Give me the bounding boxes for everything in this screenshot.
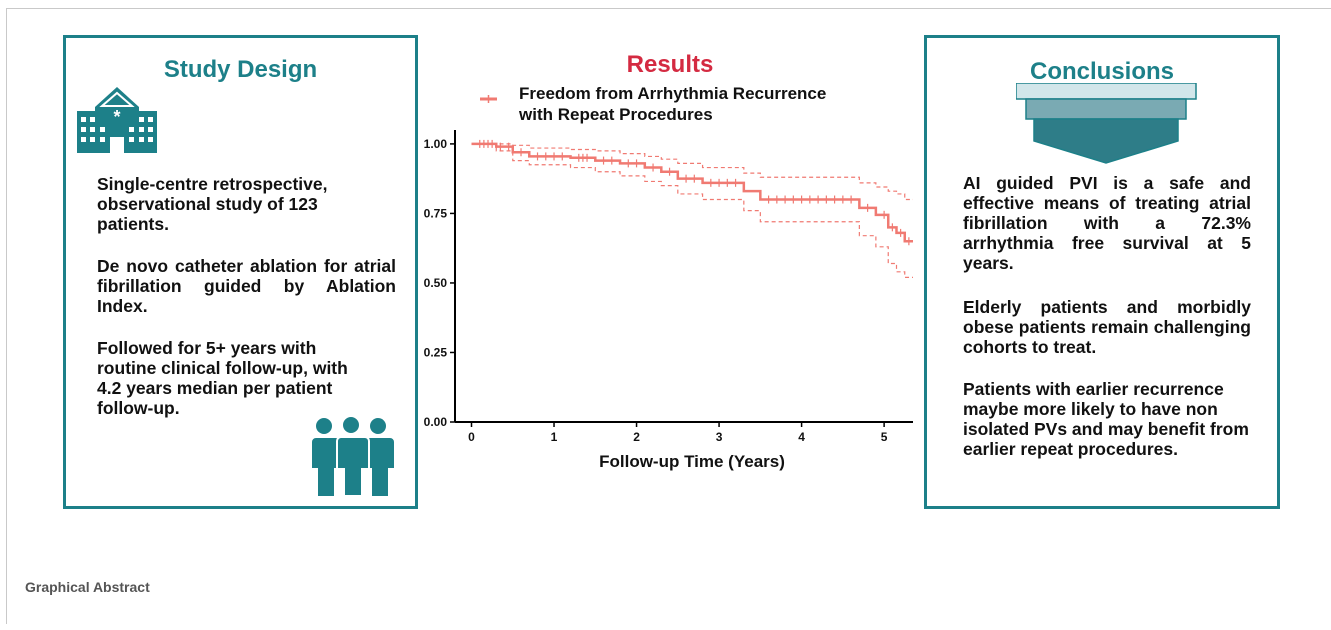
- x-tick-label: 2: [633, 430, 640, 444]
- hospital-icon: *: [77, 87, 157, 153]
- figure-frame: [6, 8, 1331, 624]
- conclusions-title: Conclusions: [1029, 58, 1174, 85]
- x-tick-label: 4: [798, 430, 805, 444]
- confidence-interval-lines: [471, 143, 913, 278]
- people-group-icon: [312, 416, 394, 496]
- study-design-title: Study Design: [163, 56, 318, 83]
- footer-label: Graphical Abstract: [25, 579, 150, 595]
- survival-curve: [471, 142, 913, 243]
- km-chart: 0.00 0.25 0.50 0.75 1.00 0 1 2 3 4 5 Follow-up Tim…: [424, 95, 913, 471]
- x-tick-label: 3: [716, 430, 723, 444]
- censor-marks: [479, 139, 910, 246]
- legend-key: [480, 95, 497, 103]
- conclusion-paragraph-2: Elderly patients and morbidly obese pati…: [963, 297, 1251, 357]
- y-tick-label: 0.50: [424, 276, 448, 290]
- x-tick-label: 5: [881, 430, 888, 444]
- survival-line: [471, 142, 913, 243]
- conclusion-paragraph-3: Patients with earlier recurrence maybe m…: [963, 379, 1249, 459]
- y-tick-label: 0.25: [424, 345, 448, 359]
- study-paragraph-3: Followed for 5+ years with routine clini…: [97, 338, 348, 418]
- study-paragraph-1: Single-centre retrospective, observation…: [97, 174, 328, 234]
- svg-text:*: *: [113, 107, 120, 127]
- x-axis-label: Follow-up Time (Years): [599, 452, 785, 471]
- ci-upper-line: [471, 143, 913, 201]
- conclusion-paragraph-1: AI guided PVI is a safe and effective me…: [963, 173, 1251, 273]
- y-tick-label: 1.00: [424, 137, 448, 151]
- chart-axes: 0.00 0.25 0.50 0.75 1.00 0 1 2 3 4 5: [424, 130, 913, 444]
- legend-label: Freedom from Arrhythmia Recurrence with …: [519, 84, 827, 124]
- y-tick-label: 0.75: [424, 206, 448, 220]
- y-tick-label: 0.00: [424, 415, 448, 429]
- x-tick-label: 1: [551, 430, 558, 444]
- results-title: Results: [626, 51, 714, 78]
- study-paragraph-2: De novo catheter ablation for atrial fib…: [97, 256, 396, 316]
- conclusions-panel: Conclusions AI guided PVI is a safe and …: [924, 35, 1280, 509]
- study-design-panel: Study Design * Single-centre retrospecti…: [63, 35, 418, 509]
- ci-lower-line: [471, 143, 913, 278]
- x-tick-label: 0: [468, 430, 475, 444]
- funnel-icon: [1016, 83, 1197, 164]
